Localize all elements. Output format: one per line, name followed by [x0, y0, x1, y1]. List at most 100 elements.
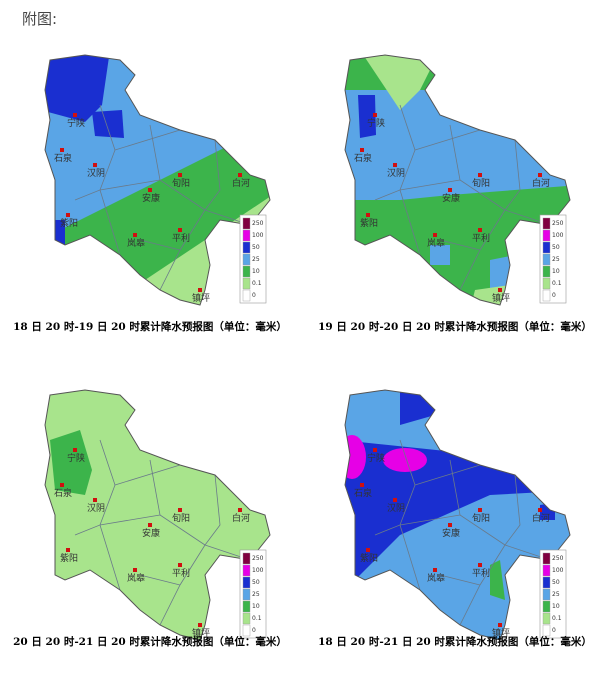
legend-label: 10: [552, 603, 560, 610]
city-label: 旬阳: [172, 512, 190, 524]
legend-label: 0: [252, 627, 256, 634]
legend-swatch: [242, 229, 251, 242]
city-marker: [366, 548, 370, 552]
city-label: 安康: [442, 527, 460, 539]
city-marker: [93, 498, 97, 502]
city-marker: [393, 163, 397, 167]
rain-area: [400, 390, 440, 425]
legend-label: 0.1: [252, 615, 262, 622]
city-label: 岚皋: [127, 237, 145, 249]
city-marker: [238, 508, 242, 512]
city-marker: [373, 113, 377, 117]
county-border: [504, 139, 521, 211]
legend-label: 0.1: [552, 615, 562, 622]
city-label: 紫阳: [60, 553, 78, 564]
city-marker: [498, 288, 502, 292]
legend-label: 0.1: [252, 280, 262, 287]
city-label: 镇坪: [492, 292, 510, 304]
city-label: 石泉: [354, 487, 372, 499]
county-border: [374, 104, 416, 201]
legend-swatch: [542, 265, 551, 278]
city-label: 平利: [472, 567, 490, 579]
figure-title: 附图:: [22, 10, 57, 28]
county-border: [504, 474, 521, 546]
city-label: 宁陕: [367, 117, 385, 129]
county-border: [204, 139, 221, 211]
city-label: 石泉: [54, 152, 72, 164]
legend-label: 50: [552, 579, 560, 586]
legend-swatch: [542, 289, 551, 302]
legend-swatch: [242, 576, 251, 589]
county-border: [74, 439, 116, 536]
city-label: 汉阴: [387, 168, 405, 179]
legend-label: 25: [552, 591, 560, 598]
city-marker: [93, 163, 97, 167]
city-marker: [478, 563, 482, 567]
rain-area: [383, 448, 427, 472]
county-border: [114, 464, 181, 486]
city-label: 安康: [142, 527, 160, 539]
legend-swatch: [542, 217, 551, 230]
legend-swatch: [242, 253, 251, 266]
city-marker: [478, 228, 482, 232]
legend-swatch: [542, 576, 551, 589]
city-marker: [133, 233, 137, 237]
city-label: 宁陕: [367, 452, 385, 464]
legend-label: 25: [252, 256, 260, 263]
city-label: 白河: [532, 177, 550, 189]
rain-area: [345, 435, 366, 479]
legend-swatch: [242, 277, 251, 290]
legend-swatch: [542, 600, 551, 613]
county-border: [139, 574, 181, 586]
city-label: 宁陕: [67, 452, 85, 464]
county-border: [114, 129, 181, 151]
city-label: 镇坪: [192, 292, 210, 304]
legend-swatch: [542, 564, 551, 577]
city-marker: [366, 213, 370, 217]
city-label: 旬阳: [172, 177, 190, 189]
province-outline: [344, 54, 571, 306]
county-border: [99, 189, 121, 256]
legend-label: 0: [252, 292, 256, 299]
legend-label: 250: [252, 220, 264, 227]
city-label: 平利: [472, 232, 490, 244]
legend: 250 100 50 25 10 0.1 0: [539, 549, 567, 639]
map-caption: 20 日 20 时-21 日 20 时累计降水预报图（单位：毫米）: [13, 635, 287, 648]
legend-swatch: [542, 612, 551, 625]
legend-label: 100: [252, 567, 264, 574]
city-label: 镇坪: [492, 627, 510, 639]
legend-swatch: [242, 600, 251, 613]
legend-label: 250: [552, 555, 564, 562]
rain-area: [50, 430, 92, 495]
county-border: [204, 474, 221, 546]
county-border: [74, 104, 116, 201]
legend: 250 100 50 25 10 0.1 0: [239, 214, 267, 304]
county-border: [399, 514, 461, 526]
city-label: 岚皋: [427, 237, 445, 249]
city-label: 平利: [172, 232, 190, 244]
county-border: [99, 179, 161, 191]
city-marker: [448, 523, 452, 527]
legend-label: 25: [252, 591, 260, 598]
legend-swatch: [542, 552, 551, 565]
legend-label: 100: [552, 232, 564, 239]
city-label: 岚皋: [427, 572, 445, 584]
legend-swatch: [242, 265, 251, 278]
legend-label: 250: [252, 555, 264, 562]
legend-swatch: [242, 564, 251, 577]
city-marker: [478, 173, 482, 177]
city-marker: [393, 498, 397, 502]
legend-swatch: [242, 612, 251, 625]
city-marker: [178, 173, 182, 177]
city-marker: [148, 188, 152, 192]
county-border: [439, 239, 481, 251]
rain-area: [490, 560, 505, 600]
legend-swatch: [542, 588, 551, 601]
map-caption: 19 日 20 时-20 日 20 时累计降水预报图（单位：毫米）: [318, 320, 592, 333]
rain-area: [92, 110, 124, 138]
city-marker: [178, 508, 182, 512]
county-border: [439, 574, 481, 586]
